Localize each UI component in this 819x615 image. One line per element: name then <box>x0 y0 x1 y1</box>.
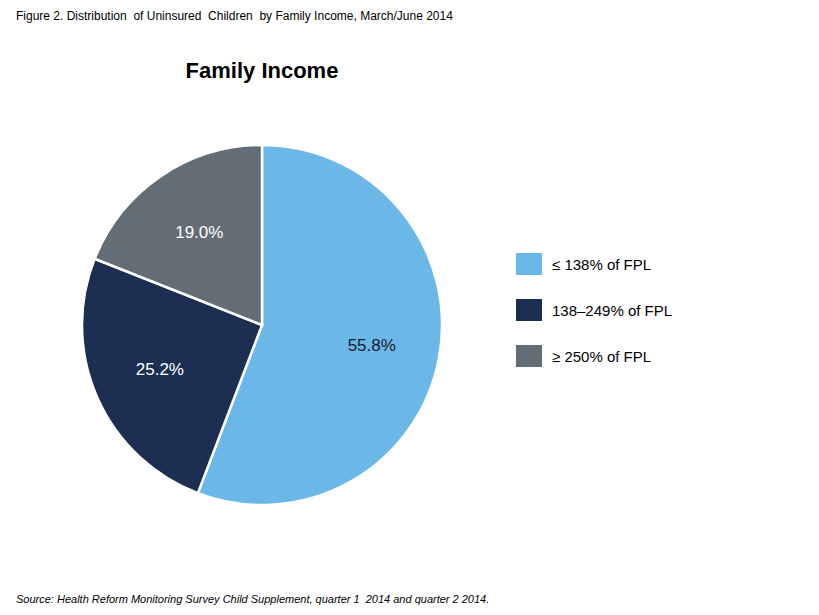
data-labels: 55.8% 25.2% 19.0% <box>136 223 396 379</box>
data-label: 25.2% <box>136 360 184 379</box>
title: Family Income <box>186 58 339 83</box>
legend: ≤ 138% of FPL 138–249% of FPL ≥ 250% of FP… <box>516 253 672 367</box>
legend-swatch <box>516 345 542 367</box>
chart: Figure 2. Distribution of Uninsured Chil… <box>0 0 819 615</box>
legend-label: ≥ 250% of FPL <box>552 348 651 365</box>
legend-label: 138–249% of FPL <box>552 302 672 319</box>
pie <box>82 145 442 505</box>
legend-item: ≥ 250% of FPL <box>516 345 651 367</box>
source-note: Source: Health Reform Monitoring Survey … <box>16 593 489 605</box>
legend-label: ≤ 138% of FPL <box>552 256 651 273</box>
legend-swatch <box>516 299 542 321</box>
data-label: 19.0% <box>175 223 223 242</box>
data-label: 55.8% <box>348 336 396 355</box>
legend-swatch <box>516 253 542 275</box>
legend-item: ≤ 138% of FPL <box>516 253 651 275</box>
legend-item: 138–249% of FPL <box>516 299 672 321</box>
pie-slice <box>95 145 262 325</box>
figure-label: Figure 2. Distribution of Uninsured Chil… <box>16 9 453 23</box>
